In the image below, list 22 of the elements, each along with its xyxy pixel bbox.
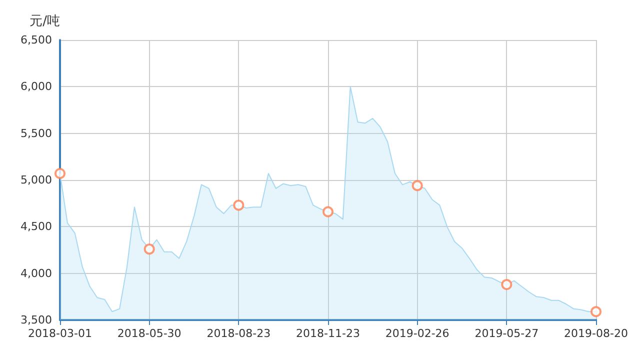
y-tick-label: 5,500 — [20, 126, 52, 140]
point — [501, 279, 512, 290]
y-tick-label: 4,500 — [20, 220, 52, 234]
y-tick-label: 5,000 — [20, 174, 52, 186]
point — [322, 206, 334, 218]
x-tick-label: 2018-11-23 — [296, 327, 360, 340]
x-tick-label: 2019-05-27 — [474, 327, 539, 340]
x-tick-label: 2019-02-26 — [385, 327, 450, 340]
x-tick-label: 2019-08-20 — [564, 327, 628, 340]
y-tick-label: 4,000 — [20, 266, 52, 280]
point — [412, 180, 423, 192]
y-tick-label: 6,500 — [20, 34, 52, 46]
point — [590, 306, 602, 318]
point — [54, 168, 66, 179]
x-tick-label: 2018-03-01 — [28, 327, 92, 340]
x-tick-label: 2018-08-23 — [206, 327, 271, 340]
point — [233, 200, 244, 211]
point — [144, 244, 155, 255]
x-tick-label: 2018-05-30 — [117, 327, 182, 340]
y-axis-title: 元/吨 — [30, 14, 60, 29]
y-tick-label: 6,000 — [20, 80, 52, 94]
y-tick-label: 3,500 — [20, 314, 52, 326]
